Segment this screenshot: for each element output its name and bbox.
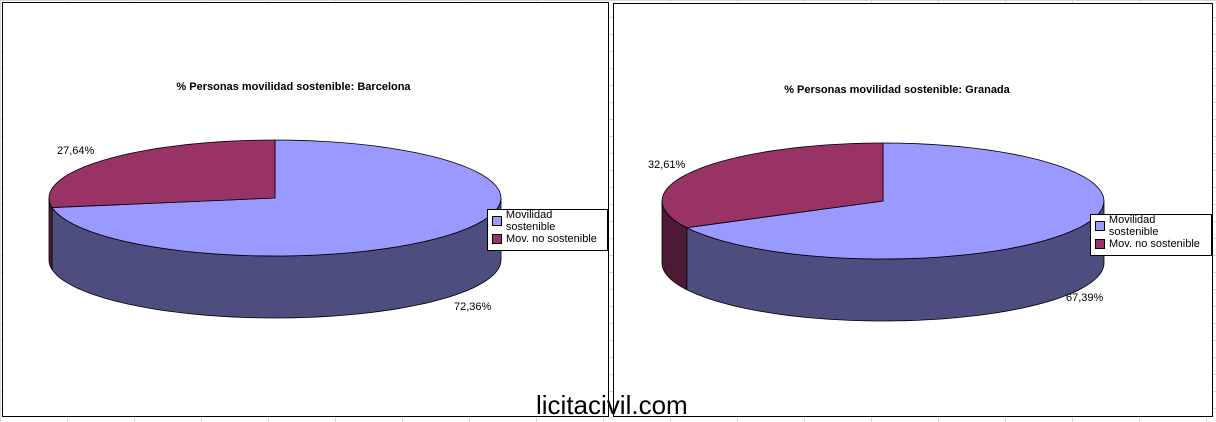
data-label-no-sostenible: 27,64% <box>57 145 95 157</box>
legend-swatch <box>492 216 502 226</box>
legend-item: Mov. no sostenible <box>492 230 603 248</box>
data-label-sostenible: 72,36% <box>454 301 492 313</box>
data-label-sostenible: 67,39% <box>1066 292 1104 304</box>
legend: Movilidad sostenible Mov. no sostenible <box>487 209 608 251</box>
watermark: licitacivil.com <box>536 390 688 420</box>
chart-granada[interactable]: % Personas movilidad sostenible: Granada… <box>613 3 1213 417</box>
legend-swatch <box>1095 239 1105 249</box>
pie-plot <box>661 142 1105 322</box>
slice-sostenible <box>51 139 502 257</box>
slice-sostenible <box>685 142 1105 260</box>
chart-title: % Personas movilidad sostenible: Barcelo… <box>176 81 411 93</box>
legend: Movilidad sostenible Mov. no sostenible <box>1090 214 1212 256</box>
chart-barcelona[interactable]: % Personas movilidad sostenible: Barcelo… <box>2 2 609 417</box>
legend-swatch <box>1095 221 1105 231</box>
legend-item: Movilidad sostenible <box>1095 214 1207 238</box>
slice-side-no-sostenible <box>48 197 53 271</box>
legend-swatch <box>492 234 502 244</box>
slice-no-sostenible <box>661 142 884 229</box>
slice-no-sostenible <box>48 139 276 208</box>
pie-plot <box>48 139 502 319</box>
chart-title: % Personas movilidad sostenible: Granada <box>784 84 1010 96</box>
data-label-no-sostenible: 32,61% <box>648 159 686 171</box>
legend-item: Mov. no sostenible <box>1095 235 1207 253</box>
legend-item: Movilidad sostenible <box>492 209 603 233</box>
